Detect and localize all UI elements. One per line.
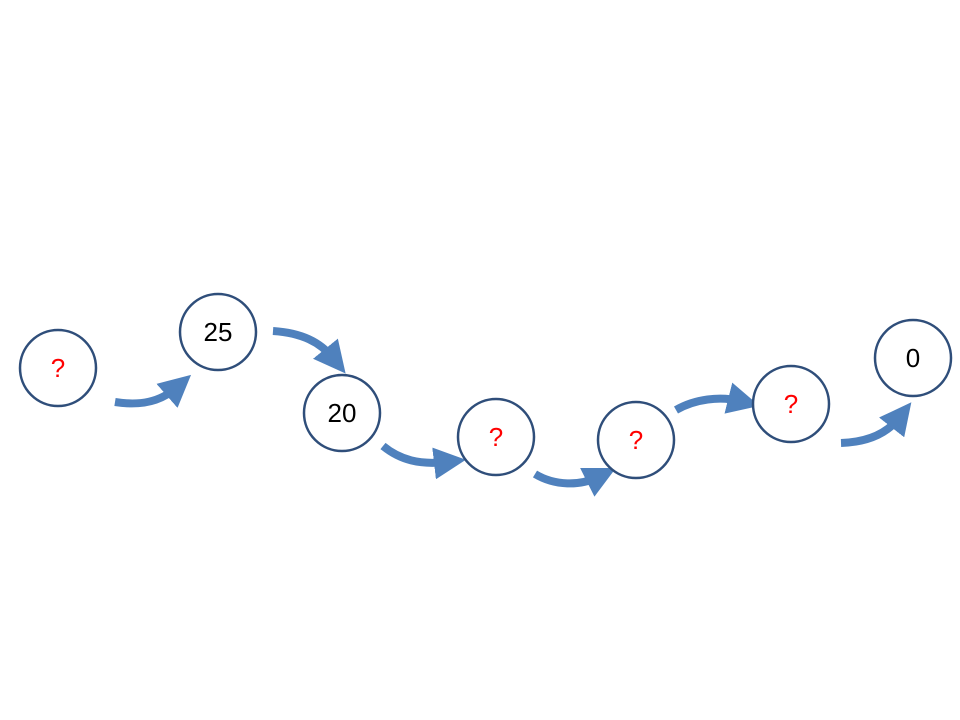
node-2-circle bbox=[178, 292, 258, 372]
node-4: ? bbox=[456, 397, 536, 477]
arrow-3-to-4 bbox=[380, 442, 466, 480]
node-1: ? bbox=[18, 328, 98, 408]
node-6: ? bbox=[751, 364, 831, 444]
node-1-label: ? bbox=[51, 353, 65, 383]
arrow-5-to-6 bbox=[673, 382, 760, 414]
node-7-circle bbox=[873, 318, 953, 398]
node-5-circle bbox=[596, 400, 676, 480]
node-6-label: ? bbox=[784, 389, 798, 419]
node-3-circle bbox=[302, 373, 382, 453]
node-1-circle bbox=[18, 328, 98, 408]
node-5-label: ? bbox=[629, 425, 643, 455]
nodes-layer: ? 25 20 ? ? ? 0 bbox=[18, 292, 953, 480]
node-5: ? bbox=[596, 400, 676, 480]
node-6-circle bbox=[751, 364, 831, 444]
node-3-label: 20 bbox=[328, 398, 357, 428]
node-4-label: ? bbox=[489, 422, 503, 452]
node-7: 0 bbox=[873, 318, 953, 398]
arrow-4-to-5 bbox=[532, 468, 616, 497]
arrows-layer bbox=[114, 327, 912, 497]
node-7-label: 0 bbox=[906, 343, 920, 373]
arrow-6-to-7 bbox=[840, 402, 912, 447]
node-2: 25 bbox=[178, 292, 258, 372]
node-4-circle bbox=[456, 397, 536, 477]
arrow-2-to-3 bbox=[272, 327, 346, 374]
node-3: 20 bbox=[302, 373, 382, 453]
node-2-label: 25 bbox=[204, 317, 233, 347]
arrow-1-to-2 bbox=[114, 374, 192, 408]
